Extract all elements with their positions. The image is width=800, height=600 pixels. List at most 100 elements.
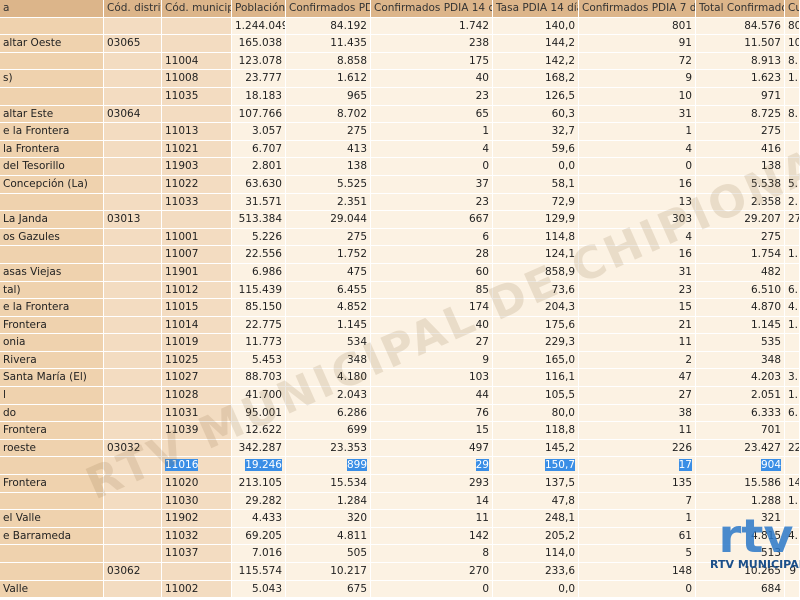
column-header: Confirmados PDIA 14 días	[371, 0, 493, 18]
cell-text: 899	[346, 459, 367, 472]
table-cell: 11028	[162, 387, 232, 405]
table-cell: 18.183	[232, 87, 286, 106]
cell-text: 4	[685, 142, 692, 155]
cell-text: 31	[678, 265, 692, 278]
table-cell: 204,3	[493, 299, 579, 317]
cell-text: 534	[346, 336, 367, 349]
table-cell: 1.	[785, 70, 800, 88]
cell-text: 142,2	[544, 54, 575, 67]
cell-text: 17	[678, 459, 692, 472]
table-cell: 23	[371, 87, 493, 106]
table-cell	[104, 299, 162, 317]
table-cell: 103	[371, 369, 493, 388]
cell-text: 8.	[788, 107, 799, 120]
table-row: e Barrameda 11032 69.205 4.811 142 205,2 61 4.8…	[0, 527, 800, 546]
table-cell: 238	[371, 35, 493, 53]
table-cell: 15	[371, 422, 493, 440]
table-cell: 321	[696, 510, 785, 528]
cell-text: 1.	[788, 248, 799, 261]
table-cell: 1.	[785, 316, 800, 335]
table-row: 11037 7.016 505 8 114,0 5 513	[0, 545, 800, 563]
cell-text: 348	[346, 353, 367, 366]
table-cell: 129,9	[493, 211, 579, 229]
cell-text: 60,3	[551, 107, 575, 120]
cell-text: 275	[760, 125, 781, 138]
cell-text: 2.051	[750, 389, 781, 402]
cell-text: altar Oeste	[3, 37, 62, 50]
cell-text: 03032	[107, 441, 141, 454]
table-cell: Rivera	[0, 351, 104, 370]
cell-text: 23.777	[245, 72, 282, 85]
table-cell	[104, 281, 162, 300]
table-cell: 65	[371, 105, 493, 124]
table-cell: l	[0, 387, 104, 405]
cell-text: 9	[789, 565, 796, 577]
cell-text: 0	[482, 582, 489, 595]
table-row: tal) 11012 115.439 6.455 85 73,6 23 6.510 6.	[0, 281, 800, 300]
table-cell: 7	[579, 492, 696, 511]
table-cell: 23	[371, 193, 493, 212]
cell-text: 11019	[165, 336, 199, 349]
table-cell: 31.571	[232, 193, 286, 212]
cell-text: 12.622	[245, 424, 282, 437]
cell-text: 14	[475, 494, 489, 507]
cell-text: 16	[678, 177, 692, 190]
table-cell: 233,6	[493, 563, 579, 581]
table-cell: 4	[579, 228, 696, 247]
table-cell: la Frontera	[0, 140, 104, 159]
cell-text: 8.702	[336, 107, 367, 120]
cell-text: 03062	[107, 565, 141, 577]
table-cell: 4.815	[696, 527, 785, 546]
cell-text: 320	[346, 512, 367, 525]
cell-text: 11.435	[330, 37, 367, 50]
table-cell: 115.439	[232, 281, 286, 300]
table-cell: 6.	[785, 281, 800, 300]
cell-text: 85.150	[245, 301, 282, 314]
table-cell	[104, 334, 162, 352]
table-cell	[785, 334, 800, 352]
table-cell: e la Frontera	[0, 123, 104, 141]
cell-text: 6.510	[750, 283, 781, 296]
table-cell	[162, 439, 232, 458]
table-cell: 138	[696, 158, 785, 176]
table-cell: 801	[579, 17, 696, 36]
cell-text: 0	[685, 160, 692, 173]
table-cell: 105,5	[493, 387, 579, 405]
table-cell: 701	[696, 422, 785, 440]
table-cell: 10.265	[696, 563, 785, 581]
table-cell: 413	[286, 140, 371, 159]
cell-text: 4	[685, 230, 692, 243]
table-cell: 69.205	[232, 527, 286, 546]
table-cell: 8	[371, 545, 493, 563]
cell-text: 32,7	[551, 125, 575, 138]
cell-text: 69.205	[245, 529, 282, 542]
table-cell: 11032	[162, 527, 232, 546]
table-cell: 6.	[785, 404, 800, 423]
table-cell: 88.703	[232, 369, 286, 388]
table-cell: 965	[286, 87, 371, 106]
table-cell	[104, 87, 162, 106]
table-cell: 1.145	[696, 316, 785, 335]
cell-text: 23	[475, 195, 489, 208]
cell-text: 03064	[107, 107, 141, 120]
cell-text: 11004	[165, 54, 199, 67]
cell-text: 47	[678, 371, 692, 384]
cell-text: 138	[346, 160, 367, 173]
cell-text: 213.105	[238, 477, 282, 490]
table-cell: 4.811	[286, 527, 371, 546]
table-cell: 123.078	[232, 52, 286, 71]
table-cell: 72,9	[493, 193, 579, 212]
table-row: 1.244.049 84.192 1.742 140,0 801 84.576 80	[0, 17, 800, 36]
table-cell: 22	[785, 439, 800, 458]
cell-text: 29.044	[330, 213, 367, 226]
cell-text: 31.571	[245, 195, 282, 208]
table-cell: 2.358	[696, 193, 785, 212]
table-cell: 37	[371, 175, 493, 194]
cell-text: 129,9	[544, 213, 575, 226]
table-cell: 11013	[162, 123, 232, 141]
cell-text: 27	[678, 389, 692, 402]
table-cell: 11901	[162, 263, 232, 282]
table-cell: roeste	[0, 439, 104, 458]
table-row: Valle 11002 5.043 675 0 0,0 0 684	[0, 580, 800, 599]
cell-text: 205,2	[544, 529, 575, 542]
